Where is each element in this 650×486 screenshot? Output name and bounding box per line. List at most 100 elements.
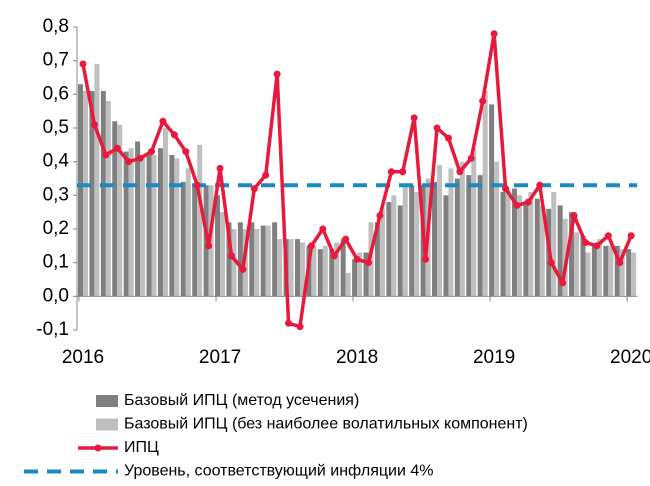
point [125, 158, 133, 166]
bar [432, 181, 438, 297]
point [490, 30, 498, 38]
bar [631, 252, 637, 297]
point [524, 198, 532, 206]
bar [140, 154, 146, 297]
bar [494, 161, 500, 297]
point [170, 131, 178, 139]
bar [448, 168, 454, 297]
bar [603, 245, 609, 297]
bar [466, 175, 472, 297]
point [627, 232, 635, 240]
bar [505, 188, 511, 297]
point [319, 225, 327, 233]
point [513, 201, 521, 209]
point [365, 259, 372, 267]
point [250, 185, 258, 193]
point [467, 154, 475, 162]
point [182, 148, 190, 156]
bar [585, 252, 591, 297]
bar [477, 175, 483, 297]
bar [180, 181, 186, 297]
point [559, 279, 567, 287]
bar [528, 191, 534, 297]
point [285, 319, 293, 327]
y-tick-label: 0,4 [43, 151, 70, 172]
point [113, 144, 121, 152]
bar [135, 141, 141, 297]
bar [596, 239, 602, 297]
bar [94, 64, 100, 297]
bar [192, 185, 198, 297]
bar [157, 148, 163, 297]
bar [174, 158, 180, 297]
x-tick-label: 2019 [473, 347, 515, 368]
point [239, 265, 247, 273]
y-tick-label: 0,8 [43, 16, 69, 37]
bar [437, 165, 443, 297]
bar [386, 202, 392, 297]
bar [146, 154, 152, 297]
bar [471, 148, 477, 297]
bar [220, 212, 226, 297]
x-tick-label: 2016 [62, 347, 104, 368]
bar [162, 128, 168, 297]
x-tick-label: 2020 [610, 347, 650, 368]
legend-label: Базовый ИПЦ (без наиболее волатильных ко… [124, 416, 528, 433]
legend-swatch [96, 395, 118, 407]
bar [374, 222, 380, 297]
bar [260, 225, 266, 297]
bar [379, 208, 385, 297]
bar [112, 121, 118, 297]
bar [128, 148, 134, 297]
point [102, 151, 110, 159]
bar [489, 104, 495, 297]
bar [185, 168, 191, 297]
bar [215, 195, 221, 297]
point [547, 259, 555, 267]
x-tick-label: 2018 [336, 347, 378, 368]
point [330, 252, 338, 260]
point [90, 121, 98, 129]
point [262, 171, 270, 179]
y-tick-label: 0,7 [43, 50, 69, 71]
bar [626, 249, 632, 297]
bar [151, 154, 157, 297]
bar [100, 90, 106, 297]
point [376, 212, 384, 220]
point [193, 181, 201, 189]
point [136, 154, 144, 162]
point [353, 255, 361, 263]
bar [482, 90, 488, 297]
point [79, 60, 87, 68]
bar [231, 229, 237, 297]
point [205, 242, 213, 250]
bar [409, 185, 415, 297]
bar [226, 222, 232, 297]
bar [340, 239, 346, 297]
bar [78, 84, 83, 297]
bar [619, 249, 625, 297]
point [581, 238, 589, 246]
bar [454, 178, 460, 297]
bar [299, 242, 305, 297]
bar [591, 245, 597, 297]
bar [254, 229, 260, 297]
point [616, 259, 624, 267]
point [296, 323, 304, 331]
bar [83, 90, 88, 297]
point [342, 235, 350, 243]
bar [516, 195, 522, 297]
bar [322, 245, 328, 297]
bar [197, 144, 203, 297]
bar [459, 161, 465, 297]
bar [288, 239, 294, 297]
bar [329, 249, 335, 297]
bar [105, 101, 111, 297]
bar [352, 259, 358, 297]
point [604, 232, 612, 240]
point [536, 181, 544, 189]
bar [117, 124, 123, 297]
bar [443, 195, 449, 297]
legend-swatch [96, 418, 118, 431]
y-tick-label: -0,1 [36, 319, 69, 340]
